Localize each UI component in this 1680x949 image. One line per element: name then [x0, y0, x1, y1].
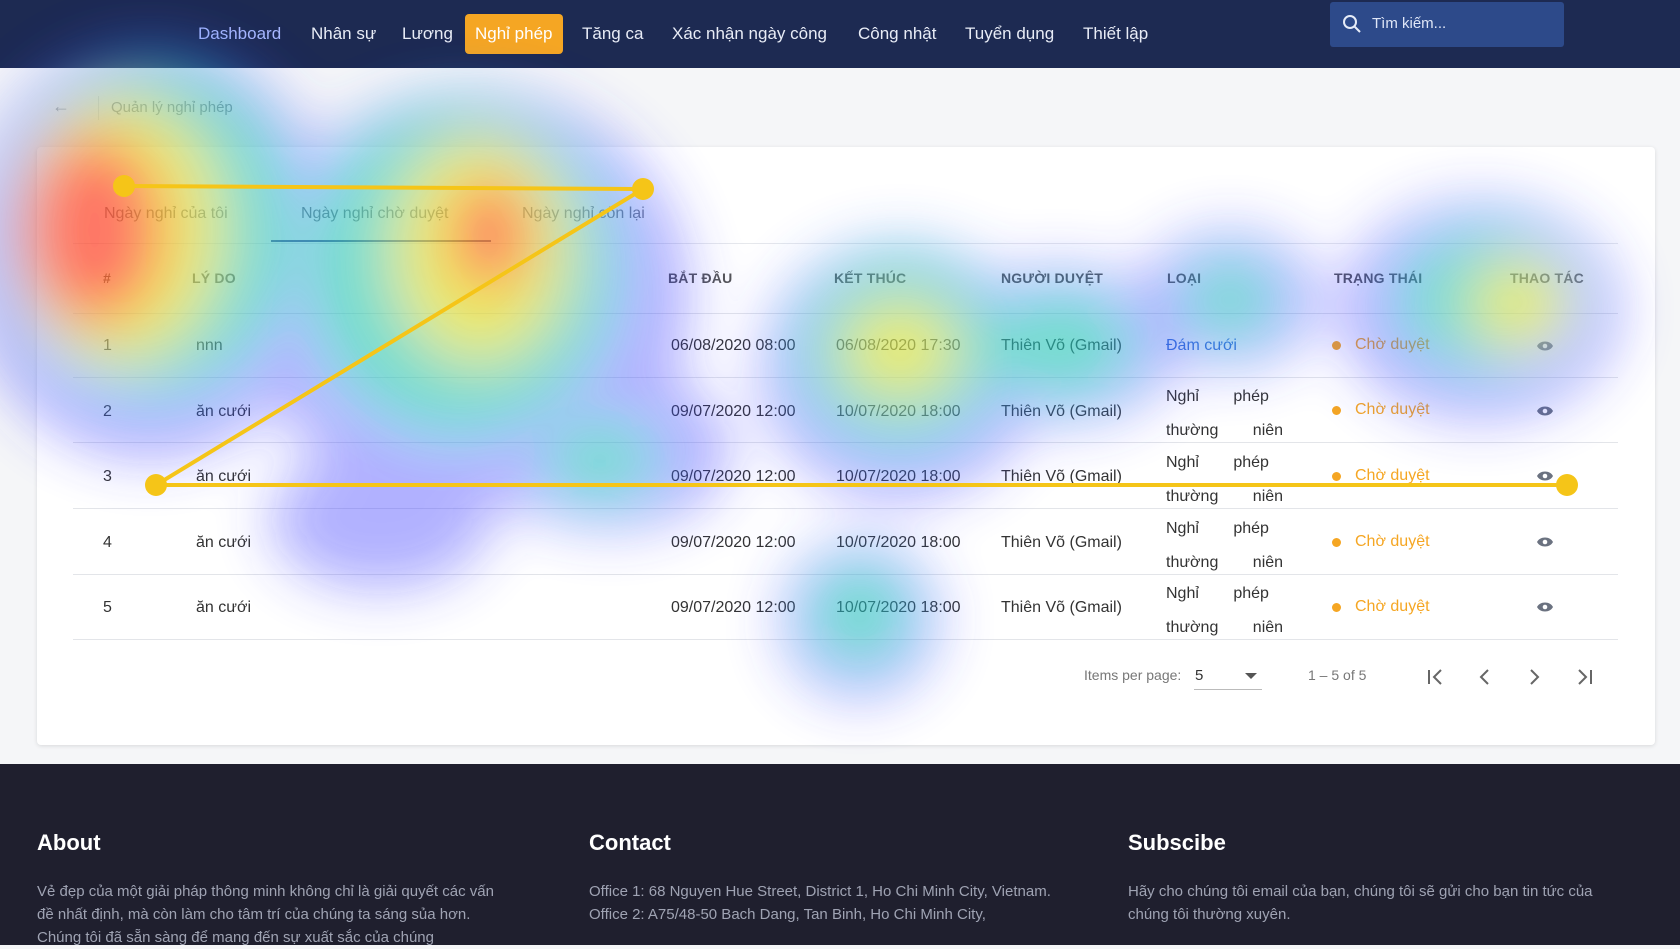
footer-subscribe-title: Subscibe [1128, 830, 1226, 855]
tab-pending-leave[interactable]: Ngày nghỉ chờ duyệt [301, 205, 449, 222]
footer [0, 764, 1680, 945]
arrow-left-icon[interactable]: ← [52, 96, 70, 116]
row3-start: 09/07/2020 12:00 [671, 468, 796, 485]
status-dot-icon [1332, 538, 1341, 547]
row4-reason: ăn cưới [196, 534, 251, 551]
tab-my-leave[interactable]: Ngày nghỉ của tôi [104, 205, 228, 222]
breadcrumb-divider [98, 96, 99, 120]
row3-type: Nghỉ phép thường niên [1166, 454, 1284, 505]
row1-index: 1 [103, 337, 112, 354]
nav-xac-nhan-ngay-cong[interactable]: Xác nhận ngày công [672, 24, 828, 43]
header-reason: LÝ DO [192, 270, 236, 286]
row1-start: 06/08/2020 08:00 [671, 337, 796, 354]
page-title: Quản lý nghỉ phép [111, 99, 233, 116]
header-actions: THAO TÁC [1510, 270, 1584, 286]
footer-about-text: Vẻ đẹp của một giải pháp thông minh khôn… [37, 883, 494, 946]
row3-reason: ăn cưới [196, 468, 251, 485]
eye-icon[interactable] [1536, 536, 1554, 548]
row5-start: 09/07/2020 12:00 [671, 599, 796, 616]
row5-reason: ăn cưới [196, 599, 251, 616]
page-range: 1 – 5 of 5 [1308, 667, 1367, 683]
status-dot-icon [1332, 603, 1341, 612]
row2-end: 10/07/2020 18:00 [836, 403, 961, 420]
eye-icon[interactable] [1536, 470, 1554, 482]
status-dot-icon [1332, 406, 1341, 415]
row1-end: 06/08/2020 17:30 [836, 337, 961, 354]
row-divider [73, 508, 1618, 509]
items-per-page-label: Items per page: [1084, 667, 1182, 683]
row5-end: 10/07/2020 18:00 [836, 599, 961, 616]
last-page-icon[interactable] [1571, 664, 1597, 690]
row1-reason: nnn [196, 337, 223, 354]
first-page-icon[interactable] [1423, 664, 1449, 690]
page-size-select[interactable]: 5 [1195, 667, 1204, 684]
eye-icon[interactable] [1536, 601, 1554, 613]
leave-card [37, 147, 1655, 745]
footer-about-title: About [37, 830, 101, 855]
row4-end: 10/07/2020 18:00 [836, 534, 961, 551]
nav-cong-nhat[interactable]: Công nhật [858, 24, 937, 43]
nav-nhan-su[interactable]: Nhân sự [311, 24, 377, 43]
top-navbar: Dashboard Nhân sự Lương Nghỉ phép Tăng c… [0, 0, 1680, 68]
eye-icon[interactable] [1536, 405, 1554, 417]
row4-status: Chờ duyệt [1355, 533, 1430, 550]
footer-contact-title: Contact [589, 830, 671, 855]
search-icon [1343, 15, 1361, 33]
nav-dashboard[interactable]: Dashboard [198, 24, 282, 43]
row-divider [73, 377, 1618, 378]
row-divider [73, 639, 1618, 640]
header-type: LOẠI [1167, 270, 1202, 286]
active-tab-indicator [271, 240, 491, 242]
row4-index: 4 [103, 534, 112, 551]
row-divider [73, 313, 1618, 314]
row-divider [73, 574, 1618, 575]
row5-type: Nghỉ phép thường niên [1166, 585, 1284, 636]
row2-start: 09/07/2020 12:00 [671, 403, 796, 420]
row2-type: Nghỉ phép thường niên [1166, 388, 1284, 439]
row3-index: 3 [103, 468, 112, 485]
row4-start: 09/07/2020 12:00 [671, 534, 796, 551]
nav-tang-ca[interactable]: Tăng ca [582, 24, 644, 43]
row3-status: Chờ duyệt [1355, 467, 1430, 484]
search-box[interactable]: Tìm kiếm... [1330, 2, 1564, 47]
row4-type: Nghỉ phép thường niên [1166, 520, 1284, 571]
row2-status: Chờ duyệt [1355, 401, 1430, 418]
row3-approver: Thiên Võ (Gmail) [1001, 468, 1122, 485]
header-end: KẾT THÚC [834, 270, 907, 286]
next-page-icon[interactable] [1521, 664, 1547, 690]
nav-thiet-lap[interactable]: Thiết lập [1083, 24, 1149, 43]
row2-reason: ăn cưới [196, 403, 251, 420]
tab-remaining-leave[interactable]: Ngày nghỉ còn lại [522, 205, 645, 222]
footer-subscribe-text: Hãy cho chúng tôi email của bạn, chúng t… [1128, 883, 1593, 923]
row3-end: 10/07/2020 18:00 [836, 468, 961, 485]
header-start: BẮT ĐẦU [668, 270, 733, 286]
nav-luong[interactable]: Lương [402, 24, 453, 43]
row5-index: 5 [103, 599, 112, 616]
status-dot-icon [1332, 341, 1341, 350]
row2-approver: Thiên Võ (Gmail) [1001, 403, 1122, 420]
row-divider [73, 442, 1618, 443]
tabs-divider [73, 243, 1618, 244]
nav-tuyen-dung[interactable]: Tuyển dụng [965, 24, 1055, 43]
row1-status: Chờ duyệt [1355, 336, 1430, 353]
prev-page-icon[interactable] [1472, 664, 1498, 690]
row1-type: Đám cưới [1166, 337, 1237, 354]
header-approver: NGƯỜI DUYỆT [1001, 270, 1103, 286]
row5-approver: Thiên Võ (Gmail) [1001, 599, 1122, 616]
status-dot-icon [1332, 472, 1341, 481]
header-index: # [103, 270, 111, 286]
nav-nghi-phep[interactable]: Nghỉ phép [465, 14, 563, 54]
chevron-down-icon[interactable] [1245, 673, 1257, 679]
row4-approver: Thiên Võ (Gmail) [1001, 534, 1122, 551]
page-size-underline [1194, 689, 1262, 690]
header-status: TRẠNG THÁI [1334, 270, 1423, 286]
eye-icon[interactable] [1536, 340, 1554, 352]
row2-index: 2 [103, 403, 112, 420]
row1-approver: Thiên Võ (Gmail) [1001, 337, 1122, 354]
footer-contact-text: Office 1: 68 Nguyen Hue Street, District… [589, 883, 1051, 923]
row5-status: Chờ duyệt [1355, 598, 1430, 615]
search-placeholder: Tìm kiếm... [1372, 15, 1447, 32]
